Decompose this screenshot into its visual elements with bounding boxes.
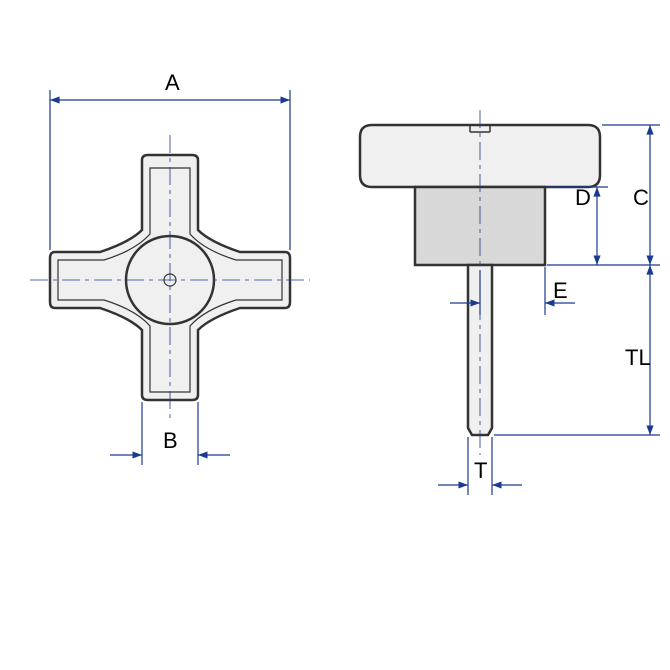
top-view [30, 135, 310, 420]
label-T: T [474, 458, 487, 484]
label-B: B [163, 428, 178, 454]
label-TL: TL [625, 345, 651, 371]
label-A: A [165, 70, 180, 96]
label-C: C [633, 185, 649, 211]
label-D: D [575, 185, 591, 211]
drawing-container: A B C D E TL T [0, 0, 670, 670]
technical-drawing-svg [0, 0, 670, 670]
label-E: E [553, 278, 568, 304]
